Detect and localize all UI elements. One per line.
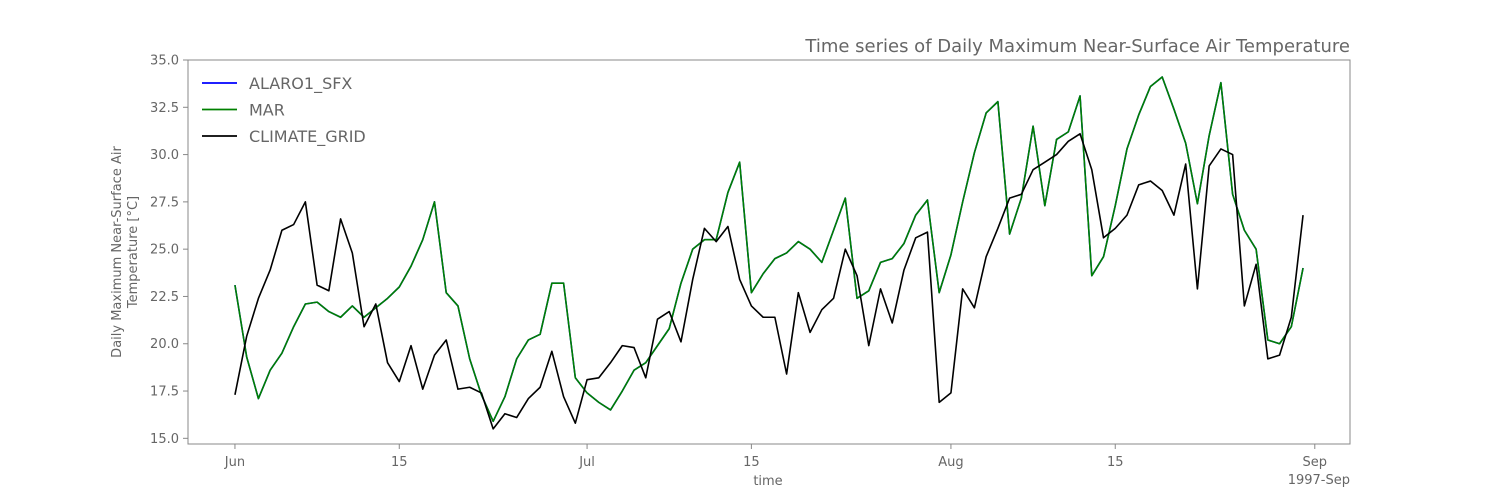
y-axis-label-line-2: Temperature [°C] xyxy=(126,196,141,309)
y-axis-label: Daily Maximum Near-Surface Air Temperatu… xyxy=(110,146,141,358)
legend-label: MAR xyxy=(249,101,285,120)
y-tick-label: 32.5 xyxy=(150,101,179,116)
chart-title: Time series of Daily Maximum Near-Surfac… xyxy=(804,36,1350,57)
legend-label: CLIMATE_GRID xyxy=(249,127,366,147)
x-tick-label: Jun xyxy=(224,455,245,470)
x-tick-label: 15 xyxy=(743,455,760,470)
series-line-alaro1-sfx xyxy=(234,76,1304,423)
legend-label: ALARO1_SFX xyxy=(249,74,352,94)
y-tick-label: 25.0 xyxy=(150,243,179,258)
series-line-climate-grid xyxy=(234,132,1304,430)
plot-area-frame xyxy=(187,59,1351,445)
y-tick-label: 20.0 xyxy=(150,337,179,352)
x-tick-label: 15 xyxy=(1107,455,1124,470)
x-tick-label: Aug xyxy=(938,455,963,470)
x-tick-label: Sep xyxy=(1303,455,1328,470)
x-axis: Jun 15 Jul 15 Aug 15 Sep xyxy=(224,444,1327,470)
y-tick-label: 35.0 xyxy=(150,54,179,69)
x-axis-label: time xyxy=(753,474,782,489)
y-tick-label: 30.0 xyxy=(150,148,179,163)
legend: ALARO1_SFX MAR CLIMATE_GRID xyxy=(202,74,366,147)
y-tick-label: 22.5 xyxy=(150,290,179,305)
y-axis-label-line-1: Daily Maximum Near-Surface Air xyxy=(110,146,125,358)
x-tick-label: Jul xyxy=(578,455,595,470)
series-lines xyxy=(234,76,1304,430)
y-axis: 15.0 17.5 20.0 22.5 25.0 27.5 30.0 32.5 35.0 xyxy=(150,54,188,447)
x-axis-offset-label: 1997-Sep xyxy=(1288,473,1350,488)
y-tick-label: 15.0 xyxy=(150,432,179,447)
y-tick-label: 27.5 xyxy=(150,195,179,210)
y-tick-label: 17.5 xyxy=(150,385,179,400)
x-tick-label: 15 xyxy=(391,455,408,470)
series-line-mar xyxy=(234,76,1304,423)
